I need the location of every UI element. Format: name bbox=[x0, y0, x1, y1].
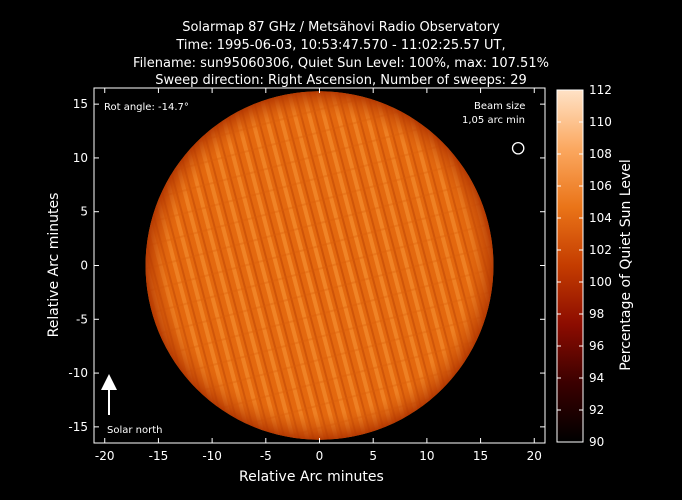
colorbar-tick: 94 bbox=[557, 371, 604, 385]
colorbar-tick-label: 106 bbox=[589, 179, 612, 193]
colorbar-tick: 108 bbox=[557, 147, 612, 161]
colorbar-tick: 102 bbox=[557, 243, 612, 257]
colorbar-tick: 104 bbox=[557, 211, 612, 225]
y-tick: 15 bbox=[73, 97, 545, 111]
title-line-4: Sweep direction: Right Ascension, Number… bbox=[155, 73, 527, 88]
y-tick-label: -5 bbox=[76, 312, 88, 326]
colorbar-tick-label: 92 bbox=[589, 403, 604, 417]
colorbar-tick: 112 bbox=[557, 83, 612, 97]
beam-size-label: Beam size bbox=[474, 101, 526, 112]
colorbar-scale bbox=[557, 90, 583, 442]
colorbar-tick-label: 90 bbox=[589, 435, 604, 449]
y-tick: 10 bbox=[73, 151, 545, 165]
x-tick-label: 20 bbox=[527, 449, 542, 463]
x-tick-label: 10 bbox=[419, 449, 434, 463]
beam-size-circle bbox=[511, 141, 525, 155]
colorbar-tick-label: 112 bbox=[589, 83, 612, 97]
y-tick-label: -10 bbox=[68, 366, 88, 380]
colorbar-tick: 92 bbox=[557, 403, 604, 417]
x-tick-label: 0 bbox=[316, 449, 324, 463]
x-tick: 15 bbox=[473, 88, 488, 463]
colorbar: 90 92 94 96 98 100 102 104 106 108 110 112 bbox=[556, 83, 612, 449]
beam-size-value: 1,05 arc min bbox=[462, 115, 525, 126]
x-tick-label: -15 bbox=[149, 449, 169, 463]
colorbar-tick-label: 110 bbox=[589, 115, 612, 129]
x-tick-label: 15 bbox=[473, 449, 488, 463]
x-tick: 10 bbox=[419, 88, 435, 463]
x-tick: -20 bbox=[95, 88, 115, 463]
y-tick: 0 bbox=[80, 259, 545, 273]
colorbar-tick: 100 bbox=[557, 275, 612, 289]
colorbar-tick-label: 94 bbox=[589, 371, 604, 385]
y-tick-label: 15 bbox=[73, 97, 88, 111]
x-tick-label: -10 bbox=[202, 449, 222, 463]
y-tick: 5 bbox=[80, 205, 545, 219]
solar-north-label: Solar north bbox=[107, 425, 163, 436]
x-tick-label: -5 bbox=[260, 449, 272, 463]
y-tick-label: 0 bbox=[80, 259, 88, 273]
colorbar-tick: 110 bbox=[557, 115, 612, 129]
y-axis-ticks: -15 -10 -5 0 5 10 15 bbox=[68, 97, 545, 434]
x-tick: -10 bbox=[202, 88, 222, 463]
x-tick: 20 bbox=[527, 88, 542, 463]
y-tick: -10 bbox=[68, 366, 545, 380]
colorbar-tick: 90 bbox=[557, 435, 604, 449]
x-axis-ticks: -20 -15 -10 -5 0 5 10 15 20 bbox=[95, 88, 542, 463]
title-line-2: Time: 1995-06-03, 10:53:47.570 - 11:02:2… bbox=[176, 38, 506, 53]
y-axis-label: Relative Arc minutes bbox=[46, 192, 62, 338]
x-tick: 0 bbox=[316, 88, 324, 463]
colorbar-tick: 96 bbox=[557, 339, 604, 353]
colorbar-tick-label: 104 bbox=[589, 211, 612, 225]
x-tick-label: -20 bbox=[95, 449, 115, 463]
colorbar-tick-label: 96 bbox=[589, 339, 604, 353]
x-axis-label: Relative Arc minutes bbox=[239, 469, 384, 485]
colorbar-tick-label: 108 bbox=[589, 147, 612, 161]
x-tick: -5 bbox=[260, 88, 272, 463]
x-tick-label: 5 bbox=[369, 449, 377, 463]
colorbar-tick-label: 102 bbox=[589, 243, 612, 257]
solar-north-arrow-icon bbox=[101, 374, 117, 415]
colorbar-frame bbox=[556, 89, 584, 443]
title-line-3: Filename: sun95060306, Quiet Sun Level: … bbox=[133, 56, 549, 71]
y-tick-label: -15 bbox=[68, 420, 88, 434]
title-line-1: Solarmap 87 GHz / Metsähovi Radio Observ… bbox=[182, 20, 500, 35]
sun-disk-limb bbox=[145, 91, 494, 440]
colorbar-ticks: 90 92 94 96 98 100 102 104 106 108 110 112 bbox=[557, 83, 612, 449]
colorbar-tick: 98 bbox=[557, 307, 604, 321]
rot-angle-label: Rot angle: -14.7° bbox=[104, 102, 189, 113]
y-tick-label: 5 bbox=[80, 205, 88, 219]
y-tick: -15 bbox=[68, 420, 545, 434]
y-tick-label: 10 bbox=[73, 151, 88, 165]
colorbar-tick: 106 bbox=[557, 179, 612, 193]
x-tick: 5 bbox=[369, 88, 377, 463]
colorbar-tick-label: 100 bbox=[589, 275, 612, 289]
colorbar-label: Percentage of Quiet Sun Level bbox=[618, 159, 634, 371]
x-tick: -15 bbox=[149, 88, 169, 463]
y-tick: -5 bbox=[76, 312, 545, 326]
colorbar-tick-label: 98 bbox=[589, 307, 604, 321]
plot-area: -20 -15 -10 -5 0 5 10 15 20 -15 -10 -5 0 5 10 15 bbox=[68, 87, 546, 463]
